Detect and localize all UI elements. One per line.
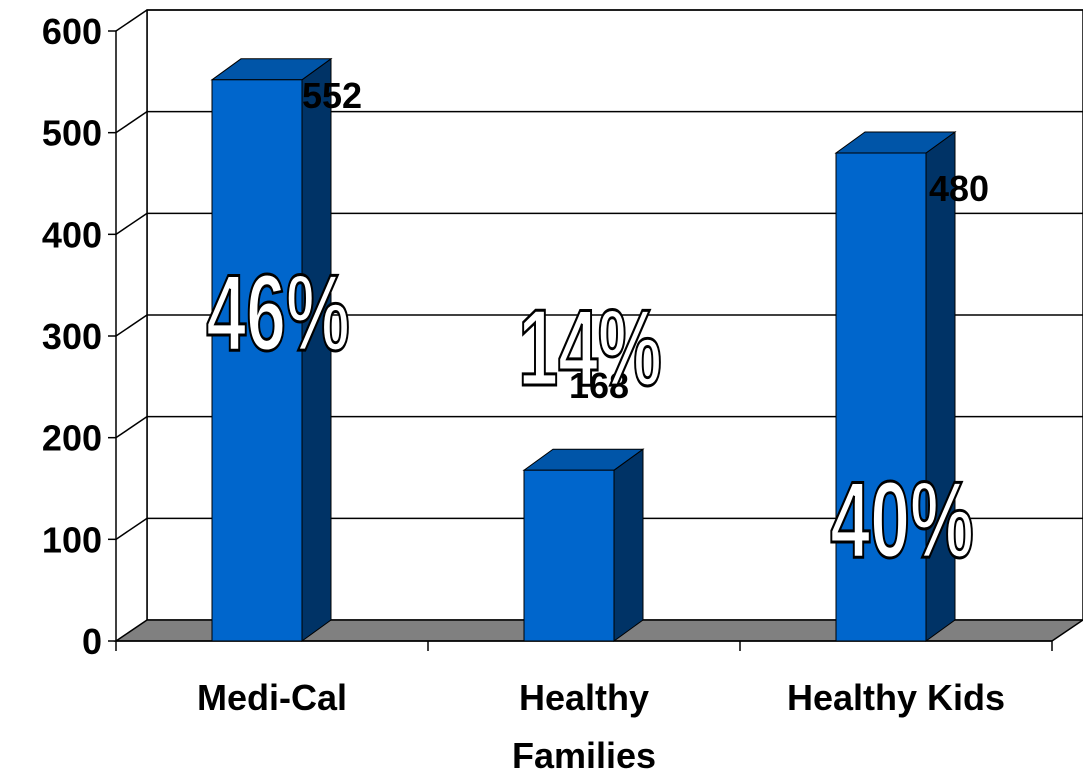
category-label: Healthy Families [512, 677, 656, 776]
category-label: Medi-Cal [197, 677, 347, 718]
bar-front [523, 469, 615, 642]
bar-front [211, 79, 303, 642]
percent-label: 14% [518, 288, 662, 408]
y-tick-label: 400 [42, 214, 102, 255]
data-label: 552 [302, 75, 362, 116]
y-tick-label: 500 [42, 113, 102, 154]
gridline-depth [115, 314, 148, 337]
percent-labels: 46% 14% 40% [205, 252, 975, 582]
percent-label: 46% [206, 253, 350, 373]
gridline-depth [115, 111, 148, 134]
y-axis-tick-labels: 0 100 200 300 400 500 600 [42, 11, 102, 662]
gridline-depth [115, 517, 148, 540]
gridline-depth [115, 9, 148, 32]
y-tick-label: 200 [42, 418, 102, 459]
category-label: Healthy Kids [787, 677, 1005, 718]
category-labels: Medi-Cal Healthy Families Healthy Kids [197, 677, 1005, 776]
bar [834, 131, 957, 642]
y-tick-label: 0 [82, 621, 102, 662]
y-tick-label: 600 [42, 11, 102, 52]
bar-front [835, 152, 927, 642]
bar-side [613, 448, 644, 642]
gridline-depth [115, 416, 148, 439]
y-tick-label: 100 [42, 519, 102, 560]
data-label: 480 [929, 168, 989, 209]
data-labels: 552 168 480 [302, 75, 989, 406]
data-label: 168 [569, 365, 629, 406]
bar [522, 448, 645, 642]
bars [210, 57, 957, 642]
percent-label: 40% [830, 460, 974, 580]
y-tick-label: 300 [42, 316, 102, 357]
bar [210, 57, 333, 642]
gridline-depth [115, 212, 148, 235]
